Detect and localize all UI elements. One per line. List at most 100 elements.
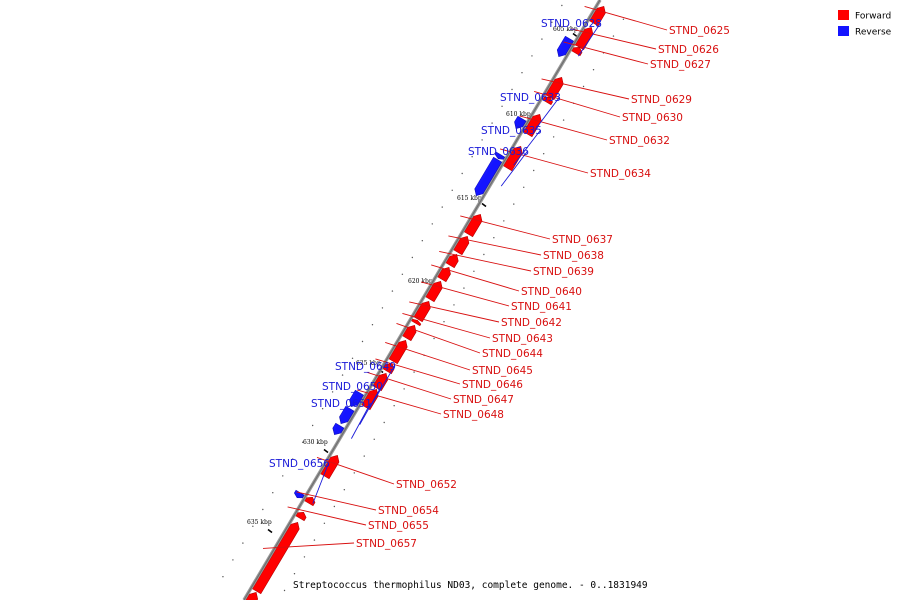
tick-label: 610 kbp (506, 111, 531, 118)
gene-label-stnd-0626[interactable]: STND_0626 (658, 44, 719, 56)
gene-label-stnd-0636[interactable]: STND_0636 (468, 146, 529, 158)
gene-label-stnd-0643[interactable]: STND_0643 (492, 333, 553, 345)
guide-dot (373, 438, 375, 441)
gene-stnd-0628-highlight (557, 36, 568, 52)
gene-label-stnd-0630[interactable]: STND_0630 (622, 112, 683, 124)
guide-dot (303, 556, 306, 558)
guide-dot (313, 539, 316, 541)
gene-label-stnd-0650[interactable]: STND_0650 (322, 381, 383, 393)
gene-stnd-0651[interactable] (330, 422, 345, 437)
tick-label: 615 kbp (457, 195, 482, 202)
leader-line-stnd-0632 (519, 115, 608, 141)
leader-line-stnd-0651 (350, 402, 371, 439)
gene-stnd-0637-highlight (464, 216, 476, 234)
guide-dot (252, 525, 254, 527)
guide-dot (441, 206, 443, 208)
guide-dot (272, 491, 274, 494)
gene-stnd-0657-highlight (252, 524, 294, 591)
gene-label-stnd-0647[interactable]: STND_0647 (453, 394, 514, 406)
gene-stnd-0633[interactable] (512, 115, 527, 131)
gene-stnd-0657[interactable] (252, 520, 302, 595)
gene-stnd-0641-highlight (425, 283, 437, 299)
gene-stnd-0639[interactable] (445, 252, 461, 269)
gene-label-stnd-0625[interactable]: STND_0625 (669, 25, 730, 37)
gene-label-stnd-0649[interactable]: STND_0649 (335, 361, 396, 373)
guide-dot (242, 542, 244, 544)
gene-stnd-0649[interactable] (347, 389, 364, 409)
guide-dot (592, 69, 595, 71)
gene-label-stnd-0627[interactable]: STND_0627 (650, 59, 711, 71)
gene-label-stnd-0657[interactable]: STND_0657 (356, 538, 417, 550)
guide-dot (363, 455, 365, 457)
leader-line-stnd-0650 (359, 385, 382, 425)
tick-label: 605 kbp (553, 26, 578, 33)
legend-forward-label: Forward (855, 12, 891, 22)
leader-line-stnd-0649 (369, 365, 395, 409)
gene-label-stnd-0639[interactable]: STND_0639 (533, 266, 594, 278)
leader-line-stnd-0630 (534, 90, 621, 118)
gene-stnd-0654[interactable] (304, 495, 317, 507)
gene-label-stnd-0642[interactable]: STND_0642 (501, 317, 562, 329)
gene-stnd-0652-body (320, 454, 340, 480)
gene-stnd-0642[interactable] (413, 299, 433, 323)
gene-label-stnd-0655[interactable]: STND_0655 (368, 520, 429, 532)
gene-stnd-0625-highlight (589, 8, 600, 23)
gene-label-stnd-0634[interactable]: STND_0634 (590, 168, 651, 180)
gene-label-stnd-0640[interactable]: STND_0640 (521, 286, 582, 298)
leader-line-stnd-0636 (500, 150, 528, 187)
gene-stnd-0642-body (413, 300, 431, 323)
gene-stnd-0654-highlight (304, 497, 309, 503)
leader-line-stnd-0638 (448, 235, 542, 256)
gene-label-stnd-0638[interactable]: STND_0638 (543, 250, 604, 262)
leader-line-stnd-0634 (499, 148, 589, 174)
gene-stnd-0634[interactable] (503, 144, 525, 172)
tick-label: 635 kbp (247, 519, 272, 526)
gene-label-stnd-0656[interactable]: STND_0656 (269, 458, 330, 470)
tick-mark (267, 528, 273, 534)
gene-label-stnd-0644[interactable]: STND_0644 (482, 348, 543, 360)
gene-stnd-0626-highlight (575, 29, 587, 47)
gene-stnd-0635[interactable] (494, 151, 506, 161)
gene-stnd-0643[interactable] (411, 318, 422, 327)
gene-label-stnd-0652[interactable]: STND_0652 (396, 479, 457, 491)
gene-stnd-0650[interactable] (337, 405, 355, 426)
gene-label-stnd-0641[interactable]: STND_0641 (511, 301, 572, 313)
leader-line-stnd-0626 (571, 28, 657, 50)
gene-stnd-0656-highlight (294, 490, 299, 495)
gene-label-stnd-0648[interactable]: STND_0648 (443, 409, 504, 421)
guide-dot (401, 273, 404, 275)
guide-dot (551, 21, 553, 23)
gene-unlabeled-segment-1-body (245, 591, 259, 600)
gene-stnd-0636[interactable] (472, 156, 503, 198)
leader-line-stnd-0654 (296, 491, 377, 511)
gene-label-stnd-0646[interactable]: STND_0646 (462, 379, 523, 391)
gene-stnd-0655[interactable] (295, 510, 308, 522)
gene-unlabeled-segment-1[interactable] (245, 590, 261, 600)
gene-label-stnd-0633[interactable]: STND_0633 (500, 92, 561, 104)
gene-stnd-0628[interactable] (555, 35, 574, 59)
gene-label-stnd-0632[interactable]: STND_0632 (609, 135, 670, 147)
gene-label-stnd-0635[interactable]: STND_0635 (481, 125, 542, 137)
tick-mark (572, 32, 578, 38)
guide-dot (473, 270, 475, 273)
gene-label-stnd-0654[interactable]: STND_0654 (378, 505, 439, 517)
gene-stnd-0633-highlight (514, 116, 520, 124)
guide-dot (541, 38, 543, 40)
gene-stnd-0632-highlight (523, 116, 536, 134)
guide-dot (483, 253, 485, 256)
gene-label-stnd-0637[interactable]: STND_0637 (552, 234, 613, 246)
guide-dot (513, 203, 515, 205)
guide-dot (411, 256, 414, 259)
gene-label-stnd-0629[interactable]: STND_0629 (631, 94, 692, 106)
gene-label-stnd-0645[interactable]: STND_0645 (472, 365, 533, 377)
gene-stnd-0647-highlight (373, 375, 382, 388)
gene-stnd-0630[interactable] (542, 95, 554, 106)
gene-label-stnd-0628[interactable]: STND_0628 (541, 18, 602, 30)
guide-dot (333, 505, 336, 508)
leader-line-stnd-0647 (367, 371, 452, 400)
gene-label-stnd-0651[interactable]: STND_0651 (311, 398, 372, 410)
leader-line-stnd-0639 (439, 250, 532, 272)
gene-stnd-0635-highlight (495, 152, 499, 156)
tick-mark (323, 448, 329, 454)
guide-dot (471, 155, 473, 158)
